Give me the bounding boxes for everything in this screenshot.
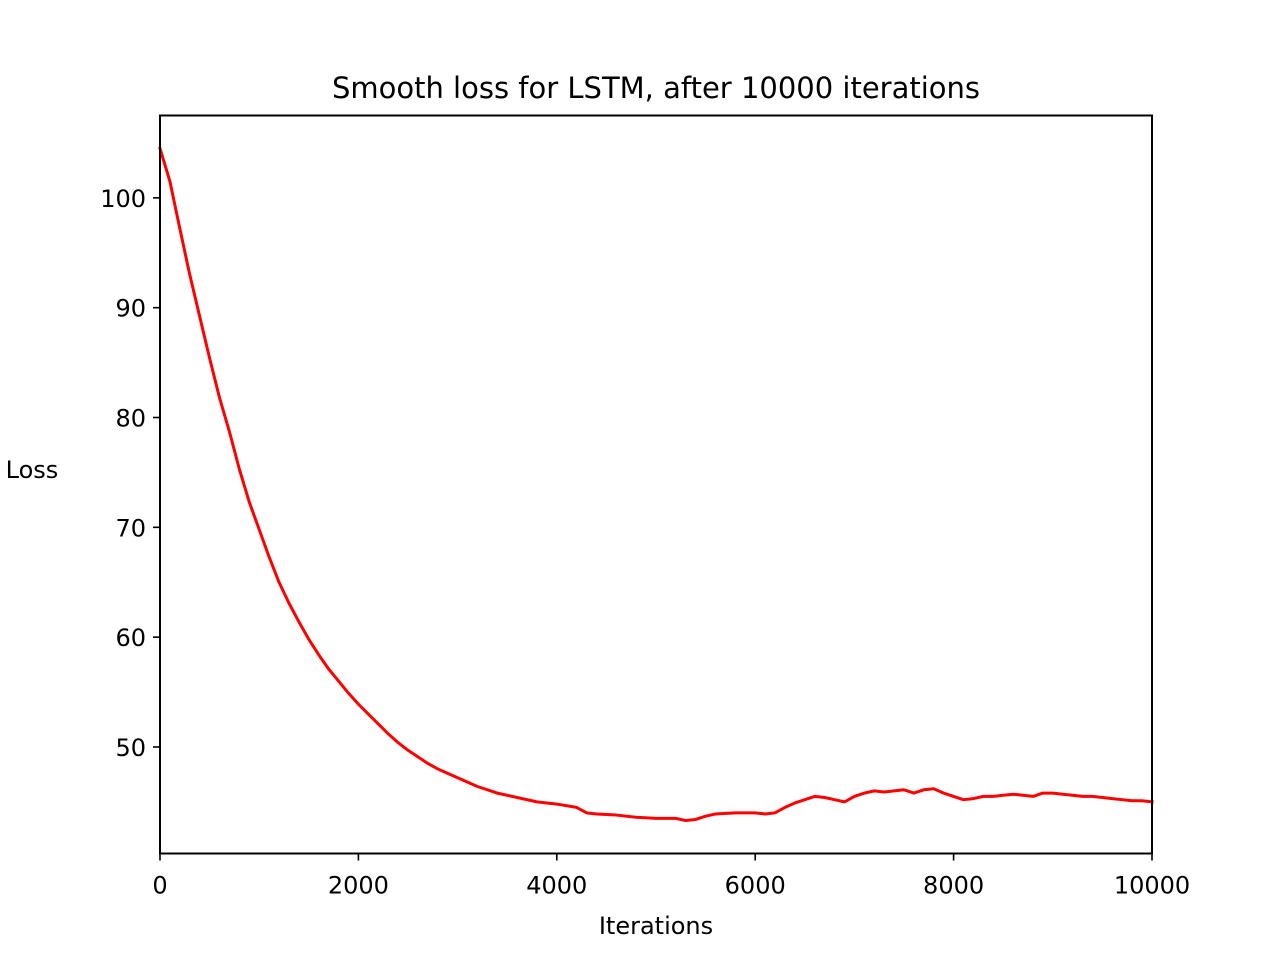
y-tick-label: 80 (115, 405, 146, 433)
y-tick-label: 60 (115, 624, 146, 652)
y-tick-label: 50 (115, 734, 146, 762)
x-tick-label: 4000 (526, 872, 587, 900)
y-axis-label: Loss (6, 456, 59, 484)
x-tick-label: 10000 (1114, 872, 1190, 900)
y-axis-ticks: 50 60 70 80 90 100 (100, 185, 160, 762)
x-axis-ticks: 0 2000 4000 6000 8000 10000 (152, 853, 1190, 900)
loss-series-line (158, 146, 1154, 823)
plot-frame (159, 114, 1153, 855)
y-tick-label: 90 (115, 295, 146, 323)
plot-area (158, 146, 1154, 823)
x-tick-label: 0 (152, 872, 167, 900)
chart-title: Smooth loss for LSTM, after 10000 iterat… (332, 71, 980, 105)
x-tick-label: 6000 (725, 872, 786, 900)
x-tick-label: 2000 (328, 872, 389, 900)
x-axis-label: Iterations (599, 912, 713, 940)
y-tick-label: 70 (115, 514, 146, 542)
y-tick-label: 100 (100, 185, 146, 213)
x-tick-label: 8000 (923, 872, 984, 900)
